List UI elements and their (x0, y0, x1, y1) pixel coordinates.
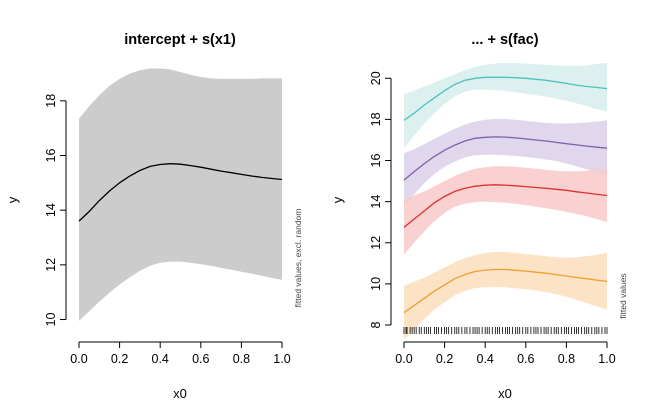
confidence-band-0 (79, 68, 282, 321)
right-side-note: fitted values (618, 273, 628, 318)
right-y-axis-label: y (330, 196, 345, 203)
y-tick-label: 18 (369, 112, 383, 126)
confidence-band-3 (404, 252, 607, 340)
left-y-axis: 10 12 14 16 18 (44, 94, 67, 327)
x-tick-label: 0.8 (558, 352, 575, 366)
left-y-axis-label: y (5, 196, 20, 203)
left-side-note: fitted values, excl. random (293, 209, 303, 308)
left-x-axis-label: x0 (173, 386, 187, 401)
x-tick-label: 1.0 (598, 352, 615, 366)
left-confidence-band (79, 68, 282, 321)
y-tick-label: 8 (369, 321, 383, 328)
x-tick-label: 0.2 (111, 352, 128, 366)
x-tick-label: 0.8 (233, 352, 250, 366)
right-chart-title: ... + s(fac) (471, 32, 538, 48)
left-chart-title: intercept + s(x1) (124, 32, 236, 48)
y-tick-label: 14 (369, 195, 383, 209)
x-tick-label: 0.4 (477, 352, 494, 366)
right-fit-lines (403, 76, 608, 314)
left-x-axis: 0.0 0.2 0.4 0.6 0.8 1.0 (70, 341, 291, 366)
confidence-band-1 (404, 119, 607, 207)
y-tick-label: 10 (369, 277, 383, 291)
x-tick-label: 0.2 (436, 352, 453, 366)
right-x-axis: 0.0 0.2 0.4 0.6 0.8 1.0 (395, 341, 616, 366)
x-tick-label: 0.6 (517, 352, 534, 366)
x-tick-label: 0.0 (395, 352, 412, 366)
y-tick-label: 20 (369, 71, 383, 85)
left-panel: intercept + s(x1) 0.0 0.2 0.4 0.6 0.8 1.0 101… (5, 32, 303, 401)
y-tick-label: 12 (44, 258, 58, 272)
x-tick-label: 1.0 (273, 352, 290, 366)
right-x-axis-label: x0 (498, 386, 512, 401)
right-confidence-bands (404, 62, 607, 340)
right-y-axis: 8 10 12 14 16 18 20 (369, 71, 392, 328)
fit-line-0 (403, 76, 608, 121)
y-tick-label: 18 (44, 94, 58, 108)
y-tick-label: 12 (369, 236, 383, 250)
fit-line-0 (78, 163, 283, 222)
fit-line-1 (403, 136, 608, 181)
y-tick-label: 14 (44, 203, 58, 217)
right-panel: ... + s(fac) 0.0 0.2 0.4 0.6 0.8 1.0 8 10 12 14 1… (330, 32, 628, 401)
confidence-band-2 (404, 166, 607, 255)
x-tick-label: 0.6 (192, 352, 209, 366)
left-fit-lines (78, 163, 283, 222)
y-tick-label: 10 (44, 313, 58, 327)
y-tick-label: 16 (44, 148, 58, 162)
x-tick-label: 0.4 (152, 352, 169, 366)
y-tick-label: 16 (369, 154, 383, 168)
x-tick-label: 0.0 (70, 352, 87, 366)
right-rug (403, 327, 608, 334)
fit-line-3 (403, 268, 608, 314)
fit-line-2 (403, 184, 608, 228)
